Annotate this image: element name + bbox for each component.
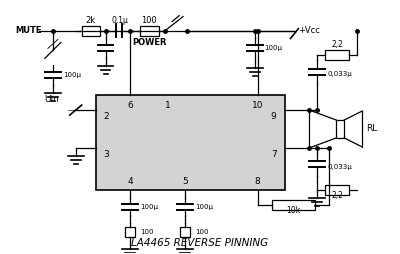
Text: 3: 3 <box>104 150 109 159</box>
Text: 100µ: 100µ <box>265 45 283 51</box>
Text: MUTE: MUTE <box>15 25 42 35</box>
Text: 5: 5 <box>182 177 188 186</box>
Text: +Vcc: +Vcc <box>298 25 320 35</box>
Text: 100: 100 <box>140 229 154 235</box>
Text: 4: 4 <box>128 177 133 186</box>
Text: 10k: 10k <box>286 205 300 215</box>
Text: 8: 8 <box>255 177 260 186</box>
Bar <box>82 26 100 36</box>
Text: 2,2: 2,2 <box>331 190 343 200</box>
Text: Uin: Uin <box>44 95 59 104</box>
Text: 9: 9 <box>271 112 276 121</box>
Text: 100µ: 100µ <box>195 203 213 210</box>
Bar <box>272 200 315 210</box>
Bar <box>325 185 349 195</box>
Text: 100µ: 100µ <box>63 72 81 78</box>
Text: 0,033µ: 0,033µ <box>327 164 352 170</box>
Text: LA4465 REVERSE PINNING: LA4465 REVERSE PINNING <box>132 238 268 248</box>
Text: 0,033µ: 0,033µ <box>327 71 352 77</box>
Text: 2,2: 2,2 <box>331 40 343 50</box>
Bar <box>126 227 135 237</box>
Bar <box>96 95 284 190</box>
Text: 2: 2 <box>104 112 109 121</box>
Text: 10: 10 <box>252 101 264 110</box>
Text: 100: 100 <box>195 229 208 235</box>
Text: 6: 6 <box>128 101 133 110</box>
Text: RL: RL <box>366 124 377 134</box>
Text: POWER: POWER <box>132 38 166 47</box>
Text: 0,1µ: 0,1µ <box>111 15 128 25</box>
Bar <box>180 227 190 237</box>
Text: 100: 100 <box>142 15 157 25</box>
Bar <box>325 51 349 60</box>
Text: 1: 1 <box>165 101 171 110</box>
Bar <box>140 26 159 36</box>
Text: 7: 7 <box>271 150 276 159</box>
Text: 100µ: 100µ <box>140 203 158 210</box>
Text: 2k: 2k <box>86 15 96 25</box>
Bar <box>336 120 344 138</box>
